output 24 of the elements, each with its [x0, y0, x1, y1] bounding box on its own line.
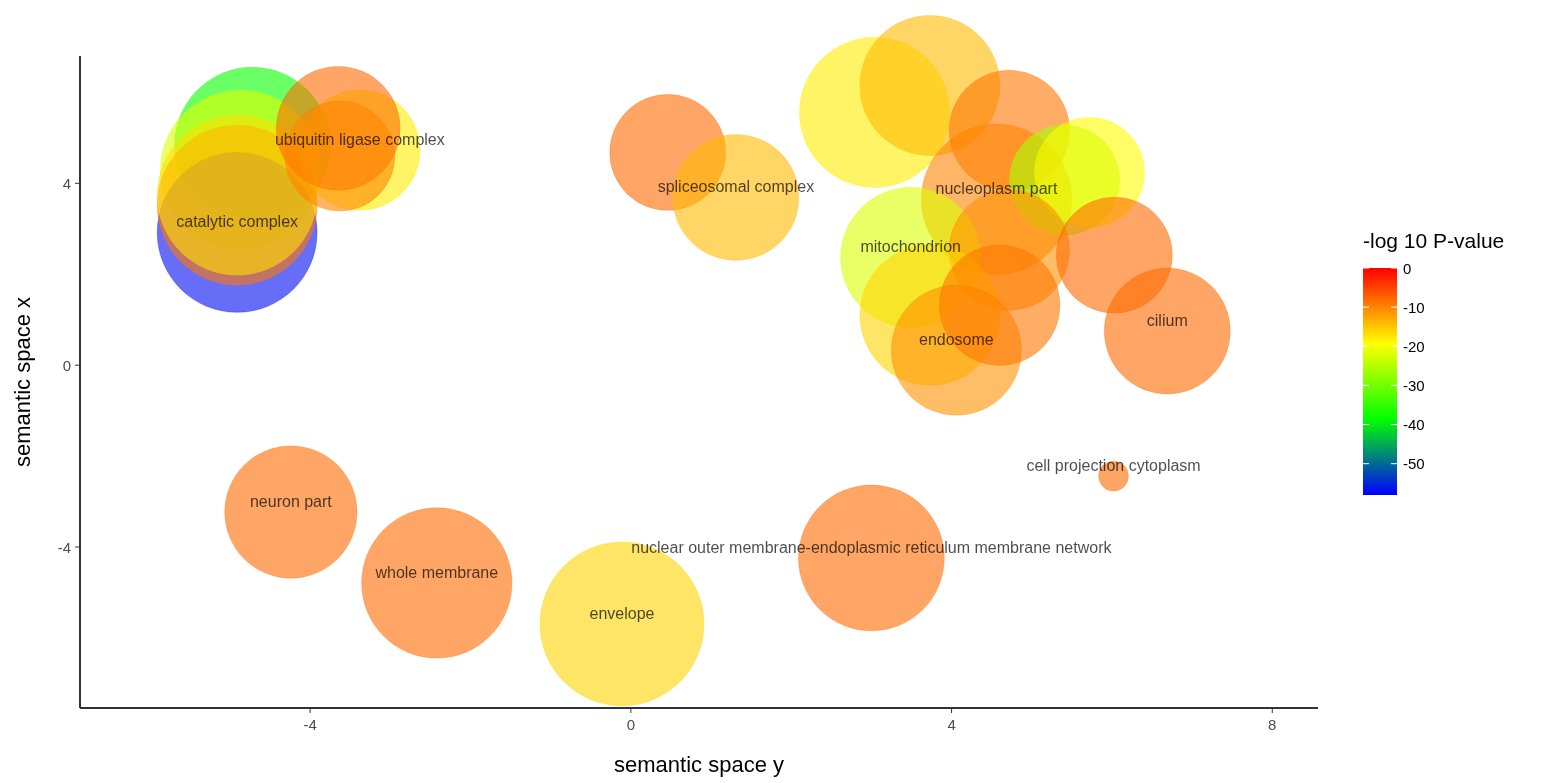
- annotation: mitochondrion: [860, 238, 961, 256]
- annotation: neuron part: [249, 493, 333, 511]
- color-bar-label: -50: [1403, 455, 1425, 473]
- x-tick-label: -4: [303, 716, 317, 733]
- annotation: catalytic complex: [176, 213, 299, 231]
- x-axis-title: semantic space y: [614, 752, 784, 777]
- y-axis-title: semantic space x: [10, 297, 35, 467]
- annotation: endosome: [919, 331, 994, 349]
- color-bar-label: -30: [1403, 376, 1425, 394]
- annotation: whole membrane: [374, 563, 499, 581]
- x-tick-label: 0: [626, 716, 636, 733]
- annotation: nucleoplasm part: [935, 180, 1058, 198]
- color-bar-label: -40: [1403, 416, 1425, 434]
- annotation: cilium: [1146, 312, 1188, 330]
- color-bar-title: -log 10 P-value: [1363, 229, 1505, 252]
- color-bar-label: -10: [1403, 298, 1425, 316]
- color-bar-label: 0: [1403, 259, 1412, 277]
- annotation: envelope: [589, 604, 655, 622]
- y-tick-label: 4: [62, 174, 71, 192]
- x-tick-label: 8: [1268, 716, 1277, 733]
- x-tick-label: 4: [947, 716, 956, 733]
- y-tick-label: -4: [57, 538, 71, 556]
- color-bar-label: -20: [1403, 337, 1425, 355]
- y-tick-label: 0: [62, 356, 71, 374]
